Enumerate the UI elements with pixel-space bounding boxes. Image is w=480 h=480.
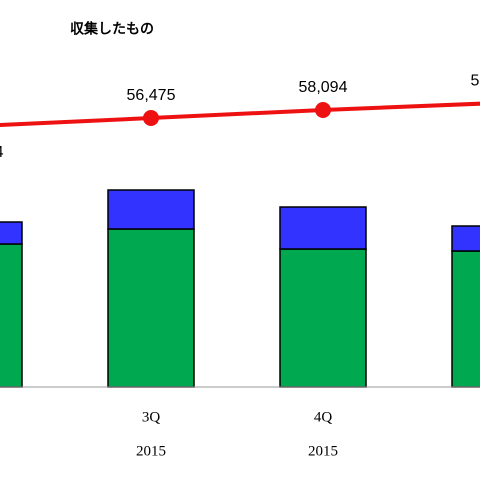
bar-segment <box>0 221 23 245</box>
x-tick-label: 3Q <box>142 409 161 425</box>
x-tick-label: 2015 <box>308 443 338 459</box>
bar-segment <box>451 250 480 388</box>
bar-segment <box>107 228 195 388</box>
line-point <box>143 110 159 127</box>
data-label: 58,094 <box>299 79 348 96</box>
data-label: 56,475 <box>127 87 176 104</box>
bar-segment <box>0 243 23 388</box>
line-point <box>315 102 331 119</box>
x-tick-label: 2015 <box>136 443 166 459</box>
data-label: 54,854 <box>0 144 4 161</box>
bar-segment <box>107 189 195 230</box>
line-series <box>0 101 480 128</box>
bar-segment <box>279 248 367 388</box>
bar-segment <box>279 206 367 250</box>
x-tick-label: 4Q <box>314 409 333 425</box>
bar-segment <box>451 225 480 252</box>
data-label: 59,494 <box>471 72 480 89</box>
chart-title: 収集したもの <box>70 21 154 37</box>
